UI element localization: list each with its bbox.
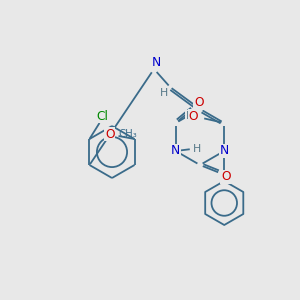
Text: H: H <box>193 144 201 154</box>
Text: O: O <box>105 128 115 140</box>
Text: O: O <box>194 97 204 110</box>
Text: H: H <box>160 88 168 98</box>
Text: O: O <box>189 110 198 122</box>
Text: N: N <box>220 145 229 158</box>
Text: H: H <box>186 111 194 121</box>
Text: CH₃: CH₃ <box>118 129 137 139</box>
Text: N: N <box>152 56 160 68</box>
Text: O: O <box>221 170 231 184</box>
Text: N: N <box>171 145 180 158</box>
Text: Cl: Cl <box>97 110 108 122</box>
